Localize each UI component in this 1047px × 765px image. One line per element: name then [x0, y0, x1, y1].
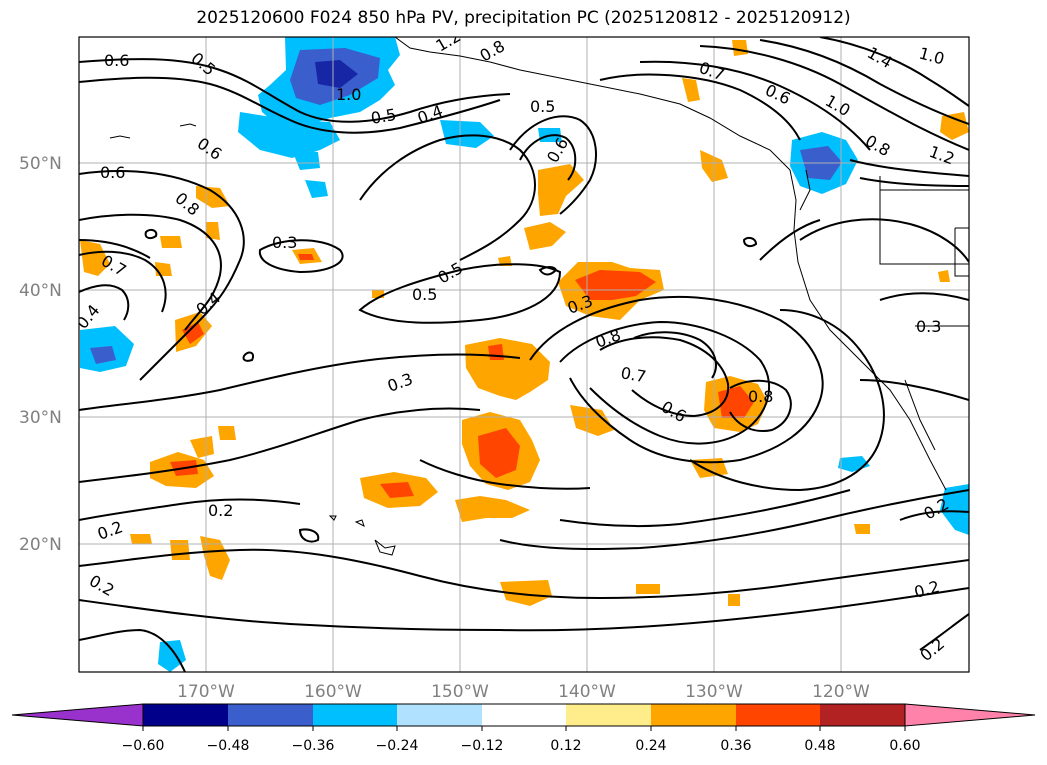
colorbar-tick-labels: −0.60 −0.48 −0.36 −0.24 −0.12 0.12 0.24 …: [122, 738, 921, 754]
contour-label: 1.0: [336, 85, 361, 104]
contour-label: 0.2: [208, 501, 233, 520]
colorbar-tick-label: −0.60: [122, 738, 165, 754]
contour-label: 0.5: [530, 97, 555, 116]
lon-label-160w: 160°W: [304, 682, 362, 702]
colorbar-ticks: [142, 726, 906, 731]
colorbar-right-extension: [904, 703, 1036, 727]
colorbar-tick-label: −0.24: [376, 738, 419, 754]
colorbar: −0.60 −0.48 −0.36 −0.24 −0.12 0.12 0.24 …: [11, 703, 1036, 754]
pv-contours: [79, 37, 969, 672]
colorbar-tick-label: −0.48: [207, 738, 250, 754]
contour-label: 0.7: [619, 363, 647, 386]
colorbar-segment: [143, 704, 228, 726]
colorbar-tick-label: 0.24: [635, 738, 666, 754]
contour-label: 0.5: [412, 285, 437, 304]
colorbar-left-extension: [11, 703, 144, 727]
contour-label: 0.6: [104, 51, 129, 70]
coastlines: [109, 37, 969, 556]
colorbar-segment: [482, 704, 566, 726]
colorbar-segment: [566, 704, 651, 726]
latitude-labels: 50°N 40°N 30°N 20°N: [19, 154, 62, 555]
lon-label-170w: 170°W: [177, 682, 235, 702]
lon-label-140w: 140°W: [558, 682, 616, 702]
contour-label: 0.6: [100, 163, 125, 182]
colorbar-tick-label: −0.12: [461, 738, 504, 754]
colorbar-frame: [142, 703, 906, 727]
contour-label: 0.3: [916, 317, 941, 336]
colorbar-segment: [736, 704, 820, 726]
colorbar-tick-label: 0.48: [804, 738, 835, 754]
colorbar-tick-label: 0.60: [889, 738, 920, 754]
lon-label-130w: 130°W: [685, 682, 743, 702]
contour-label: 0.5: [369, 105, 397, 128]
negative-precip-shading: [80, 37, 969, 672]
colorbar-segment: [313, 704, 397, 726]
lat-label-50n: 50°N: [19, 154, 62, 174]
positive-precip-shading: [80, 40, 969, 606]
lat-label-20n: 20°N: [19, 535, 62, 555]
colorbar-tick-label: 0.36: [720, 738, 751, 754]
lat-label-40n: 40°N: [19, 281, 62, 301]
lon-label-120w: 120°W: [812, 682, 870, 702]
contour-label: 0.3: [272, 233, 297, 252]
colorbar-segment: [820, 704, 905, 726]
lat-label-30n: 30°N: [19, 408, 62, 428]
colorbar-segment: [228, 704, 313, 726]
map-title: 2025120600 F024 850 hPa PV, precipitatio…: [196, 8, 851, 28]
plot-area: 0.6 0.5 1.2 0.8 0.7 1.4 1.0 0.6 1.0 0.8 …: [79, 37, 969, 672]
colorbar-tick-label: 0.12: [550, 738, 581, 754]
colorbar-segment: [651, 704, 736, 726]
contour-label: 0.8: [748, 387, 773, 406]
lon-label-150w: 150°W: [431, 682, 489, 702]
colorbar-segment: [397, 704, 482, 726]
longitude-labels: 170°W 160°W 150°W 140°W 130°W 120°W: [177, 682, 870, 702]
colorbar-tick-label: −0.36: [292, 738, 335, 754]
plot-border: [78, 36, 970, 673]
